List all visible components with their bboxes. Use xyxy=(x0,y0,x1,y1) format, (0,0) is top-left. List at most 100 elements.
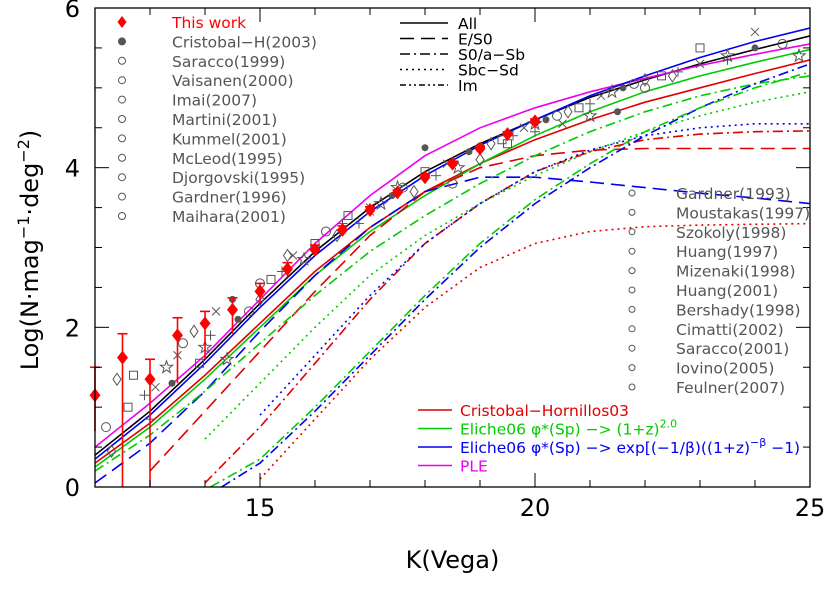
point-cross-b xyxy=(288,251,298,260)
this-work-point xyxy=(364,202,376,217)
this-work-marker xyxy=(117,350,128,365)
model-legend-item: Eliche06 φ*(Sp) −> (1+z)2.0 xyxy=(418,418,677,439)
legend-marker xyxy=(628,247,636,255)
point-square xyxy=(195,358,204,368)
legend-left-item: Martini(2001) xyxy=(118,111,277,129)
legend-left-label: Saracco(1999) xyxy=(172,53,285,71)
this-work-point xyxy=(172,316,183,384)
legend-right-label: Feulner(2007) xyxy=(676,379,785,397)
legend-right-item: Mizenaki(1998) xyxy=(628,263,796,281)
point-diamond xyxy=(282,248,293,263)
legend-marker xyxy=(628,228,636,236)
legend-right-label: Iovino(2005) xyxy=(676,360,774,378)
model-legend-item: PLE xyxy=(418,458,488,476)
literature-point xyxy=(431,170,441,181)
literature-point xyxy=(574,103,584,113)
point-star xyxy=(791,47,807,63)
legend-marker xyxy=(628,208,636,216)
point-dot xyxy=(168,379,176,387)
legend-right-label: Huang(2001) xyxy=(676,282,778,300)
point-diamond xyxy=(189,324,199,339)
point-cross-b xyxy=(519,123,529,133)
literature-point xyxy=(582,107,598,123)
point-diamond xyxy=(409,184,419,199)
y-label-part: ·deg xyxy=(16,163,44,216)
literature-point xyxy=(158,359,175,374)
legend-left-item: Gardner(1996) xyxy=(118,189,287,207)
this-work-marker xyxy=(337,222,348,237)
literature-point xyxy=(751,44,759,52)
literature-point xyxy=(604,83,620,99)
legend-marker xyxy=(117,16,127,28)
model-curves xyxy=(95,27,810,487)
line-style-label: All xyxy=(458,15,477,33)
legend-left-label: Cristobal−H(2003) xyxy=(172,33,317,51)
literature-point xyxy=(101,422,111,433)
point-cross-b xyxy=(695,59,705,69)
literature-point xyxy=(123,402,133,412)
this-work-point xyxy=(419,170,431,185)
legend-left-label: Djorgovski(1995) xyxy=(172,169,305,187)
curve-red-sbc-sd xyxy=(259,222,810,480)
point-dot xyxy=(465,148,473,156)
legend-right-label: Gardner(1993) xyxy=(676,185,791,203)
legend-marker xyxy=(628,286,636,294)
legend-left-item: McLeod(1995) xyxy=(118,150,283,168)
literature-point xyxy=(542,116,550,124)
legend-marker xyxy=(628,189,636,197)
point-star xyxy=(604,83,620,99)
point-diamond xyxy=(112,372,122,387)
this-work-marker xyxy=(309,242,321,257)
legend-right-label: Moustakas(1997) xyxy=(676,204,810,222)
point-cross-b xyxy=(211,307,221,316)
point-diamond xyxy=(667,68,678,83)
point-square xyxy=(343,211,353,221)
literature-point xyxy=(629,78,639,89)
legend-right-label: Mizenaki(1998) xyxy=(676,263,796,281)
curve-red-e-s0 xyxy=(149,147,810,472)
line-style-label: S0/a−Sb xyxy=(458,46,525,64)
legend-marker xyxy=(628,325,636,333)
point-dot xyxy=(619,84,627,92)
model-legend-item: Eliche06 φ*(Sp) −> exp[(−1/β)((1+z)−β −1… xyxy=(418,436,800,457)
legend-left-label: McLeod(1995) xyxy=(172,150,283,168)
legend-right-label: Huang(1997) xyxy=(676,243,778,261)
legend-left-item: Imai(2007) xyxy=(118,92,257,110)
legend-marker xyxy=(118,173,126,182)
literature-point xyxy=(475,152,485,167)
this-work-marker xyxy=(447,156,458,171)
literature-point xyxy=(563,104,573,119)
literature-point xyxy=(288,251,298,260)
literature-point xyxy=(168,379,176,387)
point-diamond xyxy=(332,228,342,243)
line-style-label: Im xyxy=(458,77,478,95)
point-diamond xyxy=(255,292,265,307)
literature-point xyxy=(667,68,678,83)
this-work-marker xyxy=(364,202,376,217)
line-style-legend-item: Im xyxy=(400,77,478,95)
literature-point xyxy=(447,178,458,189)
legend-marker xyxy=(628,267,636,275)
this-work-points xyxy=(89,114,541,487)
this-work-point xyxy=(502,127,513,142)
literature-point xyxy=(640,82,650,93)
point-cross-b xyxy=(151,382,160,392)
legend-left-label: Martini(2001) xyxy=(172,111,277,129)
literature-point xyxy=(530,126,540,137)
point-dot xyxy=(234,315,242,323)
this-work-marker xyxy=(419,170,431,185)
legend-right-item: Feulner(2007) xyxy=(628,379,785,397)
point-cross-b xyxy=(558,119,567,129)
legend-right-item: Iovino(2005) xyxy=(628,360,774,378)
line-style-label: E/S0 xyxy=(458,31,493,49)
literature-point xyxy=(777,38,788,49)
this-work-point xyxy=(199,310,211,360)
y-tick-label: 4 xyxy=(65,155,80,183)
y-label-part: ) xyxy=(16,130,44,139)
model-label-part: Eliche06 φ*(Sp) −> (1+z) xyxy=(460,421,660,439)
y-tick-label: 6 xyxy=(65,0,80,23)
literature-point xyxy=(178,338,188,349)
legend-left-item: Vaisanen(2000) xyxy=(118,72,294,90)
